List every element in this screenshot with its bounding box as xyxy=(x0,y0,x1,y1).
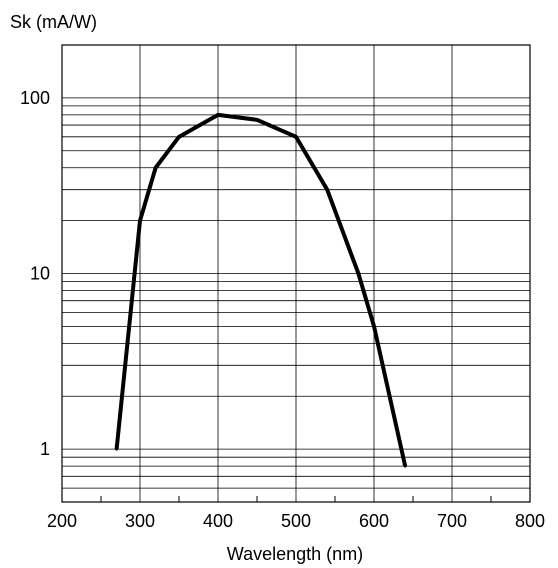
x-tick-label: 500 xyxy=(281,511,311,531)
x-tick-label: 800 xyxy=(515,511,545,531)
plot-frame xyxy=(61,44,531,503)
x-tick-labels: 200 300 400 500 600 700 800 xyxy=(47,511,545,531)
grid xyxy=(62,45,530,502)
data-point xyxy=(216,113,220,117)
x-tick-label: 600 xyxy=(359,511,389,531)
data-point xyxy=(356,272,360,275)
data-point xyxy=(138,219,142,223)
x-minor-ticks xyxy=(100,496,492,502)
data-point xyxy=(294,135,298,139)
data-point xyxy=(255,118,259,122)
y-tick-labels: 1 10 100 xyxy=(20,88,50,459)
x-axis-title: Wavelength (nm) xyxy=(227,544,363,564)
y-axis-title: Sk (mA/W) xyxy=(10,12,97,32)
data-point xyxy=(403,464,407,468)
x-tick-label: 200 xyxy=(47,511,77,531)
data-point xyxy=(325,188,329,192)
data-point xyxy=(154,166,158,170)
y-tick-label: 10 xyxy=(30,264,50,284)
x-tick-label: 400 xyxy=(203,511,233,531)
x-tick-label: 300 xyxy=(125,511,155,531)
y-tick-label: 1 xyxy=(40,439,50,459)
data-point xyxy=(372,324,376,328)
x-tick-label: 700 xyxy=(437,511,467,531)
data-point xyxy=(115,447,119,451)
y-tick-label: 100 xyxy=(20,88,50,108)
series-layer xyxy=(114,112,408,468)
data-point xyxy=(177,135,181,139)
